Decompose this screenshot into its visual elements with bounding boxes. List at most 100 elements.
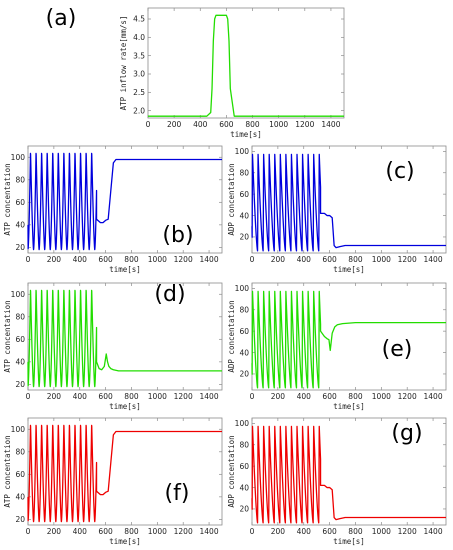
- x-axis-label: time[s]: [230, 130, 262, 139]
- panel-label: (f): [165, 481, 190, 506]
- x-tick-label: 1400: [200, 255, 219, 264]
- x-tick-label: 0: [26, 392, 31, 401]
- y-tick-label: 2.5: [133, 88, 145, 97]
- y-tick-label: 60: [15, 335, 25, 344]
- x-tick-label: 1200: [398, 392, 417, 401]
- x-tick-label: 800: [124, 392, 139, 401]
- x-axis-label: time[s]: [333, 537, 365, 546]
- x-tick-label: 400: [297, 392, 312, 401]
- chart-panel-e: 0 200 400 600 800 1000 1200 1400 20 40 60 80 100 time…: [227, 282, 447, 411]
- x-tick-label: 1200: [295, 120, 314, 129]
- plot-frame: [27, 282, 223, 391]
- x-tick-label: 1200: [398, 255, 417, 264]
- x-tick-label: 1400: [424, 527, 443, 536]
- y-tick-label: 60: [239, 190, 249, 199]
- y-axis-label: ATP concentation: [3, 163, 12, 235]
- x-tick-label: 1400: [424, 255, 443, 264]
- x-tick-label: 1000: [372, 255, 391, 264]
- x-tick-label: 400: [73, 527, 88, 536]
- series-line-g: [251, 425, 446, 524]
- y-tick-label: 20: [15, 515, 25, 524]
- x-tick-label: 800: [348, 255, 363, 264]
- y-tick-label: 60: [239, 462, 249, 471]
- y-tick-label: 60: [239, 327, 249, 336]
- y-tick-label: 100: [235, 419, 250, 428]
- y-tick-label: 80: [239, 168, 249, 177]
- x-tick-label: 600: [322, 255, 337, 264]
- x-tick-label: 200: [47, 392, 62, 401]
- chart-panel-a: 0 200 400 600 800 1000 1200 1400 2.0 2.5 3.0 3.5 4.0…: [46, 6, 345, 139]
- plot-frame: [27, 417, 223, 526]
- x-axis-label: time[s]: [109, 537, 141, 546]
- x-tick-label: 600: [98, 255, 113, 264]
- y-tick-label: 20: [239, 505, 249, 514]
- y-tick-label: 2.0: [133, 106, 145, 115]
- x-tick-label: 1400: [424, 392, 443, 401]
- series-line-e: [251, 290, 446, 389]
- x-tick-label: 200: [271, 527, 286, 536]
- y-tick-label: 3.0: [133, 70, 145, 79]
- x-tick-label: 200: [47, 255, 62, 264]
- x-tick-label: 200: [167, 120, 182, 129]
- y-tick-label: 20: [15, 380, 25, 389]
- y-tick-label: 4.5: [133, 15, 145, 24]
- series-line-f: [27, 424, 222, 523]
- y-tick-label: 40: [15, 358, 25, 367]
- plot-frame: [147, 7, 345, 119]
- x-axis-label: time[s]: [109, 265, 141, 274]
- y-tick-label: 60: [15, 470, 25, 479]
- panel-label: (e): [382, 337, 413, 362]
- x-tick-label: 800: [348, 527, 363, 536]
- x-tick-label: 1200: [174, 255, 193, 264]
- y-tick-label: 40: [239, 483, 249, 492]
- x-tick-label: 1000: [269, 120, 288, 129]
- x-tick-label: 400: [297, 255, 312, 264]
- panel-label: (b): [162, 223, 193, 248]
- y-tick-label: 100: [235, 147, 250, 156]
- y-tick-label: 3.5: [133, 51, 145, 60]
- x-tick-label: 200: [271, 255, 286, 264]
- y-tick-label: 100: [235, 284, 250, 293]
- x-tick-label: 1400: [200, 527, 219, 536]
- y-tick-label: 4.0: [133, 33, 145, 42]
- x-tick-label: 1000: [372, 527, 391, 536]
- x-tick-label: 400: [297, 527, 312, 536]
- plot-frame: [27, 145, 223, 254]
- y-tick-label: 80: [15, 447, 25, 456]
- y-tick-label: 100: [11, 290, 26, 299]
- x-tick-label: 800: [348, 392, 363, 401]
- x-axis-label: time[s]: [109, 402, 141, 411]
- y-tick-label: 40: [15, 221, 25, 230]
- panel-label: (g): [391, 421, 422, 446]
- panel-label: (a): [46, 6, 77, 31]
- y-axis-label: ADP concentation: [227, 300, 236, 372]
- y-tick-label: 40: [15, 493, 25, 502]
- y-tick-label: 80: [239, 305, 249, 314]
- x-tick-label: 0: [146, 120, 151, 129]
- x-tick-label: 1200: [398, 527, 417, 536]
- y-tick-label: 20: [239, 370, 249, 379]
- x-tick-label: 1200: [174, 392, 193, 401]
- x-axis-label: time[s]: [333, 265, 365, 274]
- y-tick-label: 80: [15, 312, 25, 321]
- x-tick-label: 1400: [200, 392, 219, 401]
- y-tick-label: 100: [11, 425, 26, 434]
- y-tick-label: 20: [15, 243, 25, 252]
- x-tick-label: 400: [73, 255, 88, 264]
- y-tick-label: 80: [15, 175, 25, 184]
- series-line-b: [27, 152, 222, 251]
- x-tick-label: 1400: [321, 120, 340, 129]
- x-axis-label: time[s]: [333, 402, 365, 411]
- x-tick-label: 600: [98, 392, 113, 401]
- x-tick-label: 1000: [148, 392, 167, 401]
- chart-panel-c: 0 200 400 600 800 1000 1200 1400 20 40 60 80 100 time…: [227, 145, 447, 274]
- panel-label: (d): [154, 282, 185, 307]
- x-tick-label: 0: [250, 527, 255, 536]
- x-tick-label: 800: [124, 527, 139, 536]
- y-tick-label: 40: [239, 348, 249, 357]
- y-axis-label: ATP inflow rate[mm/s]: [119, 16, 128, 111]
- y-tick-label: 20: [239, 233, 249, 242]
- y-tick-label: 40: [239, 211, 249, 220]
- x-tick-label: 600: [322, 392, 337, 401]
